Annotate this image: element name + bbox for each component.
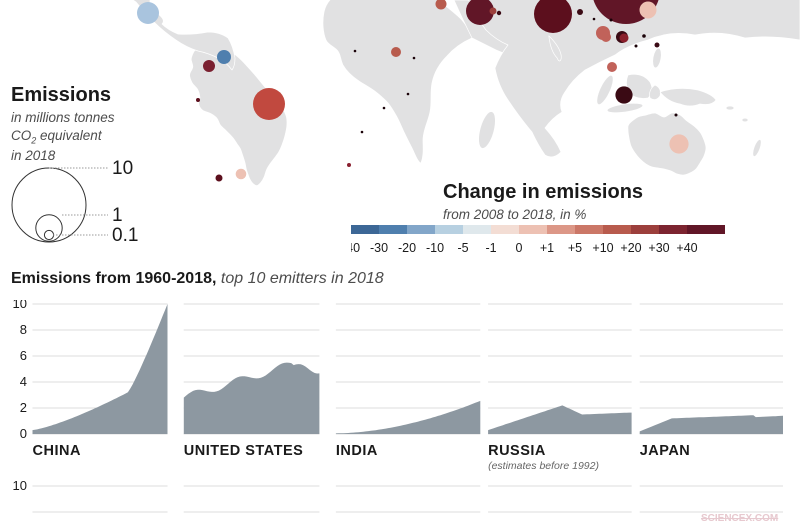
svg-text:-5: -5 [457,241,468,255]
svg-text:(estimates before 1992): (estimates before 1992) [488,460,599,472]
svg-text:+1: +1 [540,241,554,255]
svg-text:10: 10 [13,300,27,311]
svg-text:0: 0 [20,426,27,441]
svg-text:INDIA: INDIA [336,443,378,459]
svg-text:0.1: 0.1 [112,225,138,246]
svg-text:-1: -1 [485,241,496,255]
svg-text:10: 10 [13,478,27,493]
svg-text:-30: -30 [370,241,388,255]
svg-text:-10: -10 [426,241,444,255]
svg-text:0: 0 [516,241,523,255]
svg-text:+10: +10 [592,241,613,255]
svg-text:JAPAN: JAPAN [640,443,691,459]
svg-text:1: 1 [112,205,123,226]
svg-text:-40: -40 [351,241,360,255]
svg-text:-20: -20 [398,241,416,255]
svg-text:8: 8 [20,322,27,337]
svg-text:CHINA: CHINA [33,443,81,459]
svg-text:6: 6 [20,348,27,363]
svg-text:4: 4 [20,374,27,389]
svg-text:10: 10 [112,158,133,179]
svg-text:+5: +5 [568,241,582,255]
svg-text:UNITED STATES: UNITED STATES [184,443,304,459]
svg-text:+40: +40 [676,241,697,255]
svg-text:+20: +20 [620,241,641,255]
svg-text:RUSSIA: RUSSIA [488,443,546,459]
svg-text:2: 2 [20,400,27,415]
svg-text:+30: +30 [648,241,669,255]
